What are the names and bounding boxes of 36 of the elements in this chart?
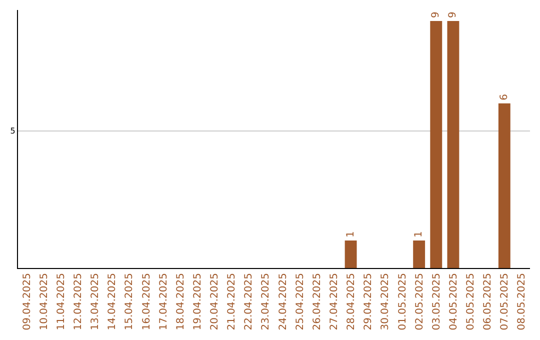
x-tick-label: 23.04.2025	[260, 273, 272, 330]
x-tick-label: 17.04.2025	[158, 273, 170, 330]
x-tick-label: 12.04.2025	[72, 273, 84, 330]
x-tick-label: 28.04.2025	[346, 273, 358, 330]
x-tick-label: 06.05.2025	[482, 273, 494, 330]
x-tick-label: 16.04.2025	[141, 273, 152, 330]
x-tick-label: 21.04.2025	[226, 273, 238, 330]
x-tick-label: 03.05.2025	[431, 273, 442, 330]
x-tick-label: 27.04.2025	[328, 273, 340, 330]
x-tick-label: 10.04.2025	[38, 273, 50, 330]
x-tick-label: 04.05.2025	[448, 273, 460, 330]
x-tick-label: 25.04.2025	[294, 273, 306, 330]
x-tick-label: 08.05.2025	[516, 273, 528, 330]
x-tick-label: 09.04.2025	[22, 273, 33, 330]
y-tick-label: 5	[10, 126, 16, 136]
data-label: 9	[448, 12, 459, 18]
x-tick-label: 22.04.2025	[244, 273, 255, 330]
x-tick-label: 14.04.2025	[107, 273, 118, 330]
x-tick-label: 24.04.2025	[278, 273, 289, 330]
data-label: 6	[498, 94, 510, 100]
x-tick-label: 11.04.2025	[56, 273, 67, 330]
x-tick-label: 20.04.2025	[210, 273, 221, 330]
x-tick-label: 19.04.2025	[192, 273, 204, 330]
x-tick-label: 30.04.2025	[380, 273, 392, 330]
x-tick-label: 07.05.2025	[500, 273, 511, 330]
x-tick-label: 02.05.2025	[414, 273, 426, 330]
data-label: 1	[414, 231, 425, 238]
x-tick-label: 26.04.2025	[312, 273, 323, 330]
data-label: 1	[345, 231, 356, 238]
x-tick-label: 29.04.2025	[363, 273, 374, 330]
x-tick-label: 13.04.2025	[90, 273, 102, 330]
x-tick-label: 18.04.2025	[175, 273, 186, 330]
x-tick-label: 05.05.2025	[466, 273, 477, 330]
x-tick-label: 15.04.2025	[124, 273, 136, 330]
data-label: 9	[430, 12, 442, 18]
x-tick-label: 01.05.2025	[397, 273, 408, 330]
